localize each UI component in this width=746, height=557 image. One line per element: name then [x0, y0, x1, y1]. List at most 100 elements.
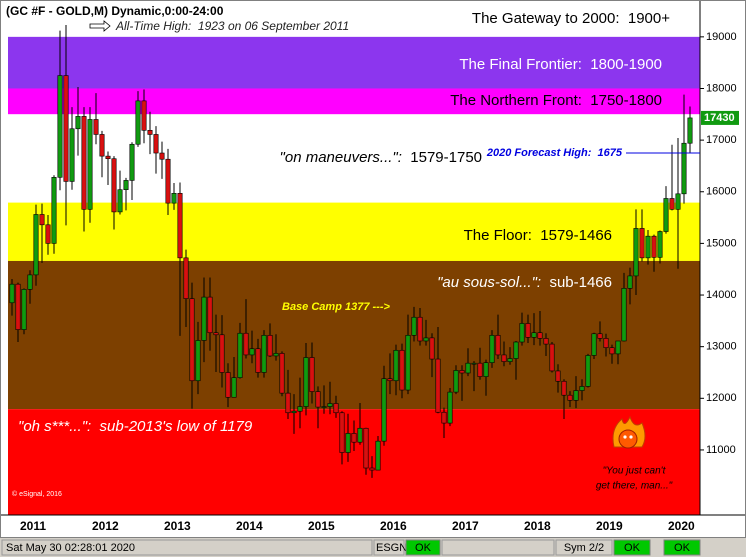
- candle-body: [249, 348, 255, 356]
- candle-body: [369, 467, 375, 471]
- status-datetime: Sat May 30 02:28:01 2020: [6, 542, 135, 554]
- candle-body: [585, 355, 591, 387]
- face: [618, 429, 638, 449]
- candle-body: [291, 410, 297, 414]
- price-zone: [8, 36, 700, 89]
- candle-body: [165, 158, 171, 204]
- candle-body: [51, 177, 57, 244]
- candle-body: [429, 337, 435, 360]
- candle-body: [663, 198, 669, 232]
- pointer-icon: [89, 20, 111, 32]
- candle-body: [519, 323, 525, 343]
- zone-name: The Floor:: [464, 227, 532, 244]
- y-tick-label: 17000: [706, 134, 737, 146]
- candle-body: [27, 274, 33, 290]
- candle-body: [495, 335, 501, 356]
- zone-name: "on maneuvers...":: [280, 149, 402, 166]
- candle-body: [357, 427, 363, 443]
- candle-body: [261, 335, 267, 373]
- zone-name: The Final Frontier:: [459, 56, 582, 73]
- eye: [623, 435, 627, 439]
- candle-body: [651, 235, 657, 258]
- candle-body: [99, 134, 105, 157]
- zone-label: The Floor: 1579-1466: [464, 227, 612, 244]
- zone-range: 1579-1750: [410, 149, 482, 166]
- eye: [629, 435, 633, 439]
- candle-body: [411, 316, 417, 336]
- price-zone: [8, 10, 700, 37]
- candle-body: [273, 353, 279, 357]
- candle-body: [195, 340, 201, 382]
- candle-body: [441, 411, 447, 424]
- y-tick-label: 12000: [706, 392, 737, 404]
- candle-body: [105, 155, 111, 160]
- candle-body: [39, 214, 45, 226]
- fire-icon: [612, 415, 646, 449]
- zone-range: 1750-1800: [590, 92, 662, 109]
- candle-body: [117, 189, 123, 213]
- copyright: © eSignal, 2016: [12, 490, 62, 498]
- status-cell: [555, 539, 613, 556]
- zone-spacer: [402, 149, 410, 166]
- zone-name: The Gateway to 2000:: [472, 10, 620, 27]
- status-feed-ok: OK: [415, 542, 432, 554]
- status-ok-box: [405, 539, 441, 556]
- candle-body: [591, 333, 597, 356]
- candle-body: [435, 358, 441, 413]
- candle-body: [111, 158, 117, 213]
- zone-spacer: [620, 10, 628, 27]
- zone-label: The Gateway to 2000: 1900+: [472, 10, 670, 27]
- candle-body: [303, 357, 309, 407]
- candle-body: [207, 296, 213, 334]
- candle-body: [345, 433, 351, 453]
- quote-line: "You just can't: [603, 466, 667, 477]
- x-tick-label: 2015: [308, 519, 335, 533]
- x-tick-label: 2011: [20, 519, 46, 533]
- candle-body: [387, 378, 393, 382]
- candle-body: [15, 283, 21, 330]
- candle-body: [285, 392, 291, 414]
- candle-body: [465, 362, 471, 374]
- candle-body: [393, 349, 399, 382]
- candle-body: [87, 119, 93, 210]
- candle-body: [21, 289, 27, 330]
- candle-body: [225, 372, 231, 398]
- candle-body: [543, 338, 549, 345]
- y-tick-label: 14000: [706, 289, 737, 301]
- candle-body: [135, 100, 141, 145]
- candle-body: [639, 228, 645, 259]
- zone-spacer: [532, 227, 540, 244]
- candle-body: [129, 143, 135, 181]
- status-bar: Sat May 30 02:28:01 2020 ESGNL: OK Sym 2…: [0, 538, 746, 557]
- status-symbols: Sym 2/2: [564, 542, 604, 554]
- zone-range: 1579-1466: [540, 227, 612, 244]
- y-tick-label: 11000: [706, 444, 736, 456]
- candle-body: [603, 338, 609, 348]
- candle-body: [489, 335, 495, 363]
- candle-body: [681, 142, 687, 195]
- price-zone: [8, 202, 700, 261]
- candle-body: [339, 412, 345, 453]
- x-tick-label: 2017: [452, 519, 479, 533]
- candle-body: [423, 337, 429, 342]
- base-camp-label: Base Camp 1377 --->: [282, 301, 390, 313]
- candle-body: [573, 390, 579, 401]
- all-time-high-note: All-Time High: 1923 on 06 September 2011: [115, 19, 349, 33]
- zone-name: "au sous-sol...":: [437, 274, 541, 291]
- candle-body: [69, 128, 75, 182]
- zone-label: "au sous-sol...": sub-1466: [437, 274, 612, 291]
- y-tick-label: 16000: [706, 186, 737, 198]
- zone-label: "oh s***...": sub-2013's low of 1179: [18, 418, 253, 435]
- price-zone: [8, 260, 700, 410]
- candle-body: [609, 347, 615, 355]
- candle-body: [33, 214, 39, 276]
- zone-spacer: [91, 418, 99, 435]
- candle-body: [513, 341, 519, 359]
- zone-spacer: [582, 92, 590, 109]
- price-zone: [8, 88, 700, 115]
- candle-body: [417, 316, 423, 342]
- candle-body: [63, 75, 69, 182]
- candle-body: [675, 193, 681, 210]
- candle-body: [567, 394, 573, 401]
- status-cell: [373, 539, 405, 556]
